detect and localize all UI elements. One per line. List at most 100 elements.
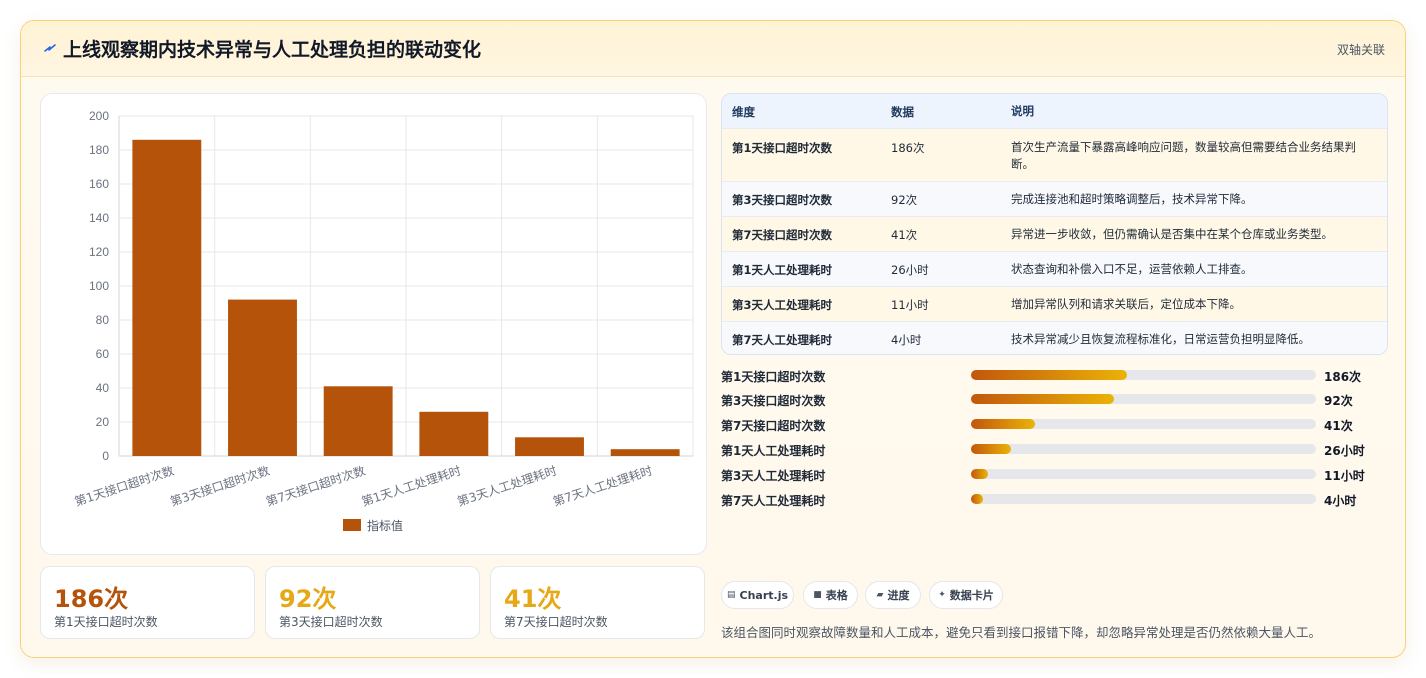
progress-track (971, 444, 1316, 454)
chip-table[interactable]: ■ 表格 (803, 581, 858, 609)
y-tick-label: 80 (96, 313, 110, 327)
row-value: 4小时 (891, 333, 922, 347)
header-description: 说明 (1011, 104, 1034, 118)
chip-progress[interactable]: ▰ 进度 (865, 581, 921, 609)
progress-row: 第7天接口超时次数 41次 (721, 415, 1388, 433)
progress-row: 第3天接口超时次数 92次 (721, 390, 1388, 408)
bar-chart: 0 20 40 60 80 100 120 140 160 180 200 第1天接口超时次数第3天接… (73, 109, 694, 533)
progress-fill (971, 394, 1115, 404)
row-dimension: 第7天人工处理耗时 (732, 333, 833, 347)
y-tick-label: 120 (89, 245, 109, 259)
kpi-value: 92次 (279, 585, 337, 613)
row-description: 技术异常减少且恢复流程标准化，日常运营负担明显降低。 (1011, 332, 1310, 346)
x-tick-label: 第3天接口超时次数 (168, 463, 271, 509)
table-header: 维度 数据 说明 (722, 94, 1387, 128)
progress-fill (971, 469, 989, 479)
progress-fill (971, 444, 1012, 454)
progress-row: 第3天人工处理耗时 11小时 (721, 465, 1388, 483)
legend-label: 指标值 (367, 518, 403, 533)
page-title: 上线观察期内技术异常与人工处理负担的联动变化 (63, 39, 482, 61)
table-row: 第7天接口超时次数 41次 异常进一步收敛，但仍需确认是否集中在某个仓库或业务类… (722, 216, 1387, 251)
row-dimension: 第1天接口超时次数 (732, 141, 833, 155)
lightning-icon (44, 44, 56, 52)
data-table: 维度 数据 说明 第1天接口超时次数 186次 首次生产流量下暴露高峰响应问题，… (721, 93, 1388, 355)
bar (419, 411, 489, 456)
kpi-card-2: 92次 第3天接口超时次数 (265, 566, 480, 639)
row-description: 增加异常队列和请求关联后，定位成本下降。 (1011, 297, 1241, 311)
progress-value: 26小时 (1324, 444, 1365, 458)
progress-fill (971, 419, 1035, 429)
table-icon: ■ (813, 590, 822, 600)
table-row: 第7天人工处理耗时 4小时 技术异常减少且恢复流程标准化，日常运营负担明显降低。 (722, 321, 1387, 354)
table-row: 第1天人工处理耗时 26小时 状态查询和补偿入口不足，运营依赖人工排查。 (722, 251, 1387, 286)
kpi-label: 第3天接口超时次数 (279, 615, 383, 629)
y-tick-label: 100 (89, 279, 109, 293)
y-tick-label: 60 (96, 347, 110, 361)
progress-track (971, 494, 1316, 504)
y-tick-label: 20 (96, 415, 110, 429)
progress-track (971, 394, 1316, 404)
y-tick-label: 40 (96, 381, 110, 395)
progress-value: 41次 (1324, 419, 1353, 433)
x-tick-label: 第7天接口超时次数 (264, 463, 367, 509)
progress-row: 第7天人工处理耗时 4小时 (721, 490, 1388, 508)
sparkle-icon: ✦ (938, 590, 946, 600)
progress-track (971, 469, 1316, 479)
y-tick-label: 160 (89, 177, 109, 191)
progress-label: 第1天接口超时次数 (721, 370, 826, 384)
row-description: 首次生产流量下暴露高峰响应问题，数量较高但需要结合业务结果判断。 (1011, 140, 1356, 171)
row-description: 异常进一步收敛，但仍需确认是否集中在某个仓库或业务类型。 (1011, 227, 1333, 241)
table-row: 第3天人工处理耗时 11小时 增加异常队列和请求关联后，定位成本下降。 (722, 286, 1387, 321)
x-tick-label: 第7天人工处理耗时 (551, 464, 654, 509)
kpi-card-3: 41次 第7天接口超时次数 (490, 566, 705, 639)
progress-label: 第3天人工处理耗时 (721, 469, 826, 483)
table-row: 第1天接口超时次数 186次 首次生产流量下暴露高峰响应问题，数量较高但需要结合… (722, 128, 1387, 181)
progress-fill (971, 370, 1127, 380)
footnote: 该组合图同时观察故障数量和人工成本，避免只看到接口报错下降，却忽略异常处理是否仍… (721, 625, 1322, 640)
chip-label: 数据卡片 (949, 589, 994, 602)
progress-value: 11小时 (1324, 469, 1365, 483)
header-data: 数据 (891, 105, 914, 119)
row-dimension: 第1天人工处理耗时 (732, 263, 833, 277)
progress-label: 第7天接口超时次数 (721, 419, 826, 433)
row-description: 完成连接池和超时策略调整后，技术异常下降。 (1011, 192, 1253, 206)
progress-icon: ▰ (876, 590, 884, 600)
row-dimension: 第3天人工处理耗时 (732, 298, 833, 312)
progress-label: 第1天人工处理耗时 (721, 444, 826, 458)
kpi-value: 186次 (54, 585, 129, 613)
bar (515, 437, 584, 456)
card-header: 上线观察期内技术异常与人工处理负担的联动变化 双轴关联 (21, 21, 1405, 77)
y-tick-label: 180 (89, 143, 109, 157)
chart-icon: ▤ (726, 590, 736, 600)
row-value: 41次 (891, 228, 918, 242)
progress-label: 第7天人工处理耗时 (721, 494, 826, 508)
row-dimension: 第7天接口超时次数 (732, 228, 833, 242)
y-tick-label: 140 (89, 211, 109, 225)
chip-chartjs[interactable]: ▤ Chart.js (721, 581, 794, 609)
bar (132, 139, 202, 457)
x-tick-label: 第3天人工处理耗时 (456, 464, 559, 509)
kpi-label: 第1天接口超时次数 (54, 615, 158, 629)
row-value: 26小时 (891, 263, 929, 277)
y-tick-label: 0 (102, 449, 109, 463)
progress-value: 92次 (1324, 394, 1353, 408)
dashboard-card: 上线观察期内技术异常与人工处理负担的联动变化 双轴关联 0 20 40 60 80 100… (20, 20, 1406, 658)
kpi-card-1: 186次 第1天接口超时次数 (40, 566, 255, 639)
row-value: 11小时 (891, 298, 929, 312)
progress-value: 186次 (1324, 370, 1362, 384)
kpi-label: 第7天接口超时次数 (504, 615, 608, 629)
row-value: 92次 (891, 193, 918, 207)
progress-label: 第3天接口超时次数 (721, 394, 826, 408)
chip-label: 表格 (825, 589, 848, 602)
x-tick-label: 第1天人工处理耗时 (360, 464, 463, 509)
progress-fill (971, 494, 983, 504)
progress-track (971, 419, 1316, 429)
progress-row: 第1天接口超时次数 186次 (721, 366, 1388, 384)
kpi-value: 41次 (504, 585, 562, 613)
dual-axis-tag: 双轴关联 (1336, 43, 1385, 57)
chip-data-card[interactable]: ✦ 数据卡片 (929, 581, 1003, 609)
table-row: 第3天接口超时次数 92次 完成连接池和超时策略调整后，技术异常下降。 (722, 181, 1387, 216)
row-description: 状态查询和补偿入口不足，运营依赖人工排查。 (1011, 262, 1253, 276)
row-dimension: 第3天接口超时次数 (732, 193, 833, 207)
header-dimension: 维度 (732, 105, 755, 119)
